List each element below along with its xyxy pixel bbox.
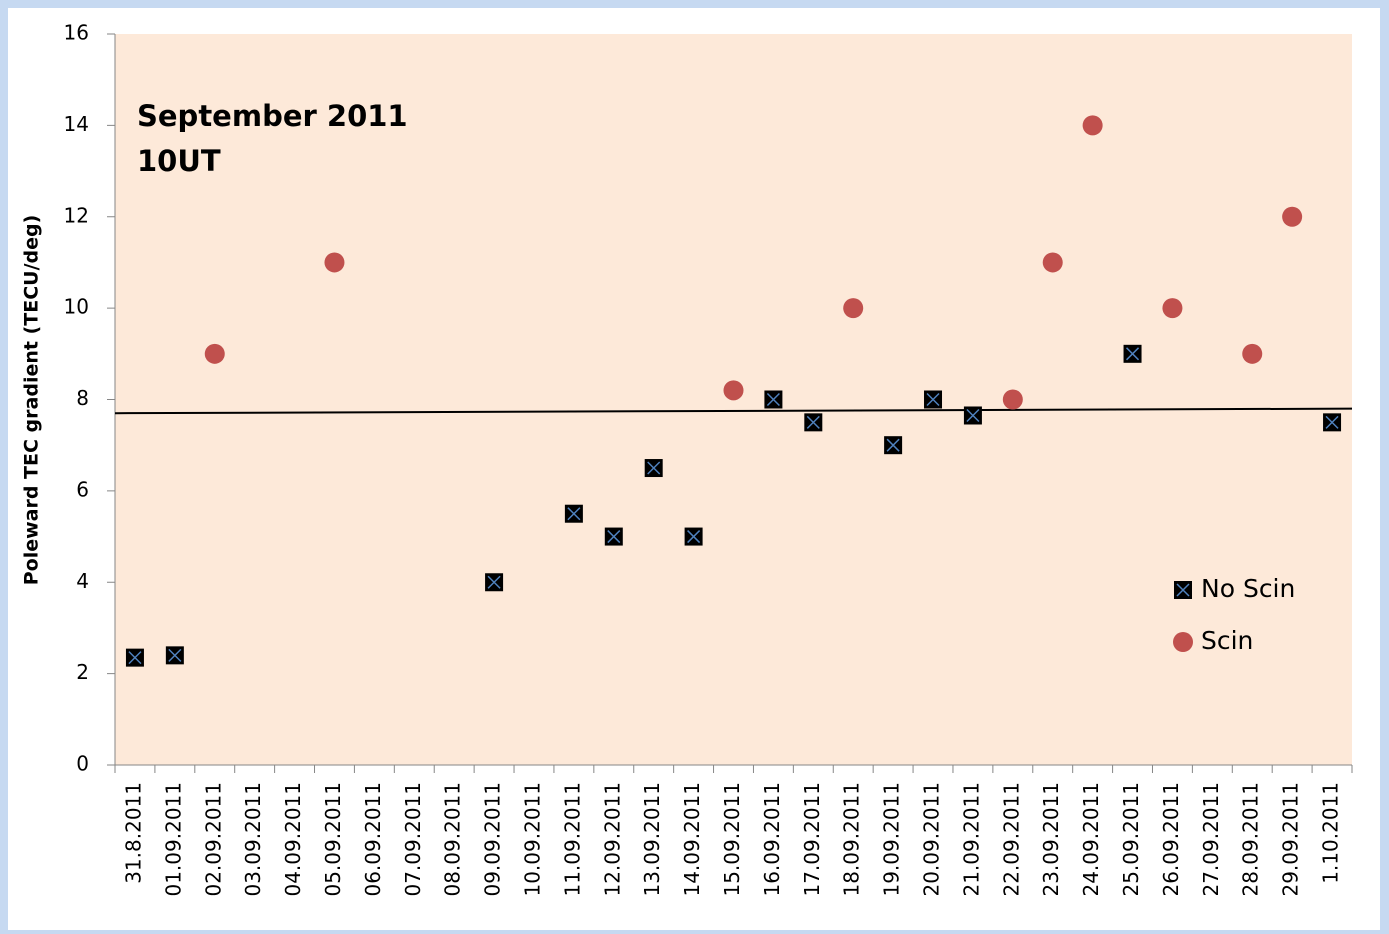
x-tick-label: 14.09.2011 [680, 782, 704, 897]
circle-marker [1242, 343, 1263, 364]
y-tick-label: 16 [64, 21, 89, 45]
marker-cross [1325, 415, 1339, 429]
x-tick-label: 09.09.2011 [481, 782, 505, 897]
circle-marker [1042, 252, 1063, 273]
circle-marker [204, 343, 225, 364]
square-marker [924, 390, 943, 409]
y-tick-label: 8 [76, 386, 89, 410]
legend-label: Scin [1201, 626, 1253, 655]
square-marker [764, 390, 783, 409]
marker-cross [687, 530, 701, 544]
circle-marker [843, 298, 864, 319]
x-tick-label: 29.09.2011 [1279, 782, 1303, 897]
y-tick-label: 14 [64, 112, 89, 136]
square-marker [564, 504, 583, 523]
marker-cross [966, 408, 980, 423]
marker-cross [128, 651, 142, 665]
marker-cross [766, 392, 780, 407]
x-tick-label: 20.09.2011 [920, 782, 944, 897]
x-tick-label: 07.09.2011 [401, 782, 425, 897]
y-tick-label: 0 [76, 752, 89, 776]
marker-cross [487, 575, 501, 589]
y-tick-label: 10 [64, 295, 89, 319]
square-marker [125, 648, 144, 667]
square-marker [1123, 344, 1142, 363]
marker-cross [1125, 347, 1140, 361]
legend-label: No Scin [1201, 574, 1295, 603]
marker-cross [567, 507, 581, 521]
x-tick-label: 11.09.2011 [560, 782, 584, 897]
x-tick-label: 01.09.2011 [161, 782, 185, 897]
marker-cross [168, 648, 182, 662]
square-marker [684, 527, 703, 546]
y-tick-label: 12 [64, 203, 89, 227]
x-tick-label: 24.09.2011 [1079, 782, 1103, 897]
x-tick-label: 16.09.2011 [760, 782, 784, 897]
x-tick-label: 23.09.2011 [1039, 782, 1063, 897]
marker-cross [607, 530, 621, 544]
x-tick-label: 12.09.2011 [600, 782, 624, 897]
square-marker [604, 527, 623, 546]
y-tick-label: 6 [76, 477, 89, 501]
x-tick-label: 1.10.2011 [1319, 782, 1343, 884]
x-tick-label: 15.09.2011 [720, 782, 744, 897]
x-tick-label: 04.09.2011 [281, 782, 305, 897]
circle-marker [1282, 206, 1303, 227]
x-tick-label: 13.09.2011 [640, 782, 664, 897]
x-tick-label: 08.09.2011 [441, 782, 465, 897]
x-tick-label: 06.09.2011 [361, 782, 385, 897]
square-marker [1323, 413, 1342, 432]
square-marker [963, 406, 982, 425]
square-marker [485, 573, 504, 592]
circle-marker [1082, 115, 1103, 136]
y-tick-label: 2 [76, 660, 89, 684]
annotation: 10UT [137, 144, 221, 178]
x-tick-label: 28.09.2011 [1239, 782, 1263, 897]
x-tick-label: 10.09.2011 [520, 782, 544, 897]
marker-cross [926, 392, 940, 407]
legend-symbol [1173, 632, 1193, 652]
square-marker [804, 413, 823, 432]
y-tick-label: 4 [76, 569, 89, 593]
circle-marker [1162, 298, 1183, 319]
square-marker [644, 459, 663, 478]
x-tick-label: 19.09.2011 [880, 782, 904, 897]
x-tick-label: 05.09.2011 [321, 782, 345, 897]
x-tick-label: 21.09.2011 [959, 782, 983, 897]
x-tick-label: 27.09.2011 [1199, 782, 1223, 897]
x-tick-label: 31.8.2011 [121, 782, 145, 884]
x-tick-label: 17.09.2011 [800, 782, 824, 897]
x-tick-label: 25.09.2011 [1119, 782, 1143, 897]
x-tick-label: 02.09.2011 [201, 782, 225, 897]
circle-marker [324, 252, 345, 273]
x-tick-label: 03.09.2011 [241, 782, 265, 897]
trendline [114, 407, 1353, 415]
y-axis-title: Poleward TEC gradient (TECU/deg) [21, 215, 43, 586]
x-tick-label: 18.09.2011 [840, 782, 864, 897]
legend-symbol-cross [1176, 583, 1190, 597]
square-marker [165, 646, 184, 665]
marker-cross [806, 415, 820, 429]
x-tick-label: 26.09.2011 [1159, 782, 1183, 897]
square-marker [884, 436, 903, 455]
circle-marker [1002, 389, 1023, 410]
annotation: September 2011 [137, 99, 408, 133]
marker-cross [886, 438, 900, 452]
circle-marker [723, 380, 744, 401]
x-tick-label: 22.09.2011 [999, 782, 1023, 897]
marker-cross [647, 461, 661, 475]
